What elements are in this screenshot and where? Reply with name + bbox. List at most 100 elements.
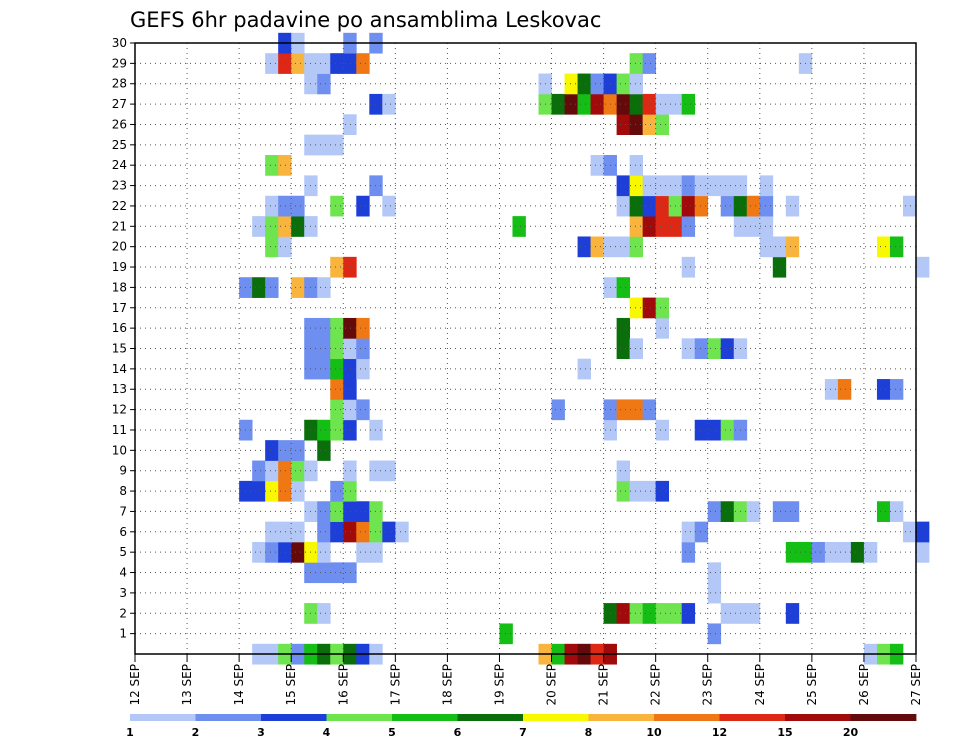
colorbar-label: 15 — [777, 726, 792, 739]
heatmap-cell — [694, 521, 709, 543]
heatmap-cell — [577, 73, 591, 95]
heatmap-cell — [655, 195, 670, 217]
heatmap-cell — [343, 317, 357, 339]
heatmap-cell — [278, 460, 292, 482]
heatmap-cell — [343, 419, 357, 441]
y-tick-label: 6 — [119, 525, 127, 539]
y-tick-label: 27 — [112, 97, 127, 111]
heatmap-cell — [278, 216, 292, 237]
heatmap-cell — [265, 440, 279, 461]
heatmap-cell — [356, 195, 370, 217]
heatmap-cell — [616, 277, 630, 298]
heatmap-cell — [616, 73, 630, 95]
y-tick-label: 16 — [112, 321, 127, 335]
heatmap-cell — [889, 379, 904, 400]
heatmap-cell — [707, 623, 722, 645]
heatmap-cell — [382, 195, 396, 217]
heatmap-cell — [616, 93, 630, 115]
heatmap-cell — [916, 521, 930, 543]
colorbar-swatch — [261, 714, 327, 721]
colorbar-label: 7 — [519, 726, 527, 739]
colorbar-swatch — [719, 714, 786, 721]
heatmap-cell — [642, 53, 657, 74]
heatmap-cell — [655, 93, 670, 115]
heatmap-cell — [629, 216, 643, 237]
heatmap-cell — [772, 256, 787, 278]
heatmap-cell — [785, 541, 800, 563]
heatmap-cell — [356, 399, 370, 421]
heatmap-cell — [590, 93, 604, 115]
heatmap-cell — [356, 53, 370, 74]
heatmap-cell — [343, 521, 357, 543]
heatmap-cell — [916, 256, 930, 278]
heatmap-cell — [642, 175, 657, 197]
y-tick-label: 28 — [112, 77, 127, 91]
heatmap-cell — [681, 338, 696, 360]
x-tick-label: 18 SEP — [440, 664, 454, 706]
heatmap-cell — [616, 338, 630, 360]
heatmap-cell — [720, 419, 735, 441]
heatmap-cell — [837, 541, 852, 563]
x-tick-label: 21 SEP — [597, 664, 611, 706]
heatmap-cell — [291, 277, 305, 298]
colorbar-label: 10 — [646, 726, 662, 739]
heatmap-cell — [642, 480, 657, 502]
y-tick-label: 9 — [119, 464, 127, 478]
y-tick-label: 26 — [112, 117, 127, 131]
heatmap-cell — [265, 53, 279, 74]
x-tick-label: 16 SEP — [336, 664, 350, 706]
heatmap-cell — [824, 379, 839, 400]
heatmap-cell — [616, 603, 630, 624]
heatmap-cell — [889, 501, 904, 522]
heatmap-cell — [746, 501, 761, 522]
heatmap-cell — [317, 73, 331, 95]
heatmap-cell — [317, 562, 331, 584]
heatmap-cell — [330, 317, 344, 339]
heatmap-cell — [759, 175, 774, 197]
heatmap-cell — [785, 236, 800, 258]
colorbar-label: 20 — [843, 726, 859, 739]
heatmap-cell — [317, 501, 331, 522]
y-tick-label: 22 — [112, 199, 127, 213]
colorbar-swatch — [654, 714, 720, 721]
heatmap-cell — [785, 501, 800, 522]
heatmap-cell — [278, 155, 292, 176]
heatmap-cell — [642, 399, 657, 421]
heatmap-cell — [330, 562, 344, 584]
x-tick-label: 23 SEP — [701, 664, 715, 706]
heatmap-cell — [291, 53, 305, 74]
heatmap-cell — [811, 541, 826, 563]
heatmap-cell — [616, 236, 630, 258]
colorbar-swatch — [457, 714, 524, 721]
heatmap-cell — [343, 338, 357, 360]
heatmap-cell — [707, 582, 722, 604]
heatmap-cell — [356, 358, 370, 380]
heatmap-cell — [642, 195, 657, 217]
heatmap-cell — [916, 541, 930, 563]
colorbar-swatch — [195, 714, 262, 721]
colorbar-swatch — [130, 714, 196, 721]
heatmap-cell — [720, 338, 735, 360]
heatmap-cell — [343, 562, 357, 584]
heatmap-cells — [239, 32, 930, 665]
heatmap-cell — [252, 541, 266, 563]
heatmap-cell — [681, 175, 696, 197]
y-tick-label: 10 — [112, 443, 127, 457]
heatmap-cell — [317, 338, 331, 360]
heatmap-cell — [252, 216, 266, 237]
heatmap-cell — [681, 521, 696, 543]
y-tick-label: 13 — [112, 382, 127, 396]
heatmap-cell — [330, 358, 344, 380]
y-tick-label: 11 — [112, 423, 127, 437]
heatmap-cell — [330, 399, 344, 421]
heatmap-cell — [655, 175, 670, 197]
colorbar-swatch — [326, 714, 393, 721]
heatmap-cell — [616, 175, 630, 197]
heatmap-cell — [655, 216, 670, 237]
heatmap-cell — [694, 195, 709, 217]
heatmap-cell — [382, 460, 396, 482]
heatmap-cell — [590, 155, 604, 176]
colorbar-label: 2 — [192, 726, 200, 739]
heatmap-cell — [291, 440, 305, 461]
heatmap-cell — [707, 419, 722, 441]
